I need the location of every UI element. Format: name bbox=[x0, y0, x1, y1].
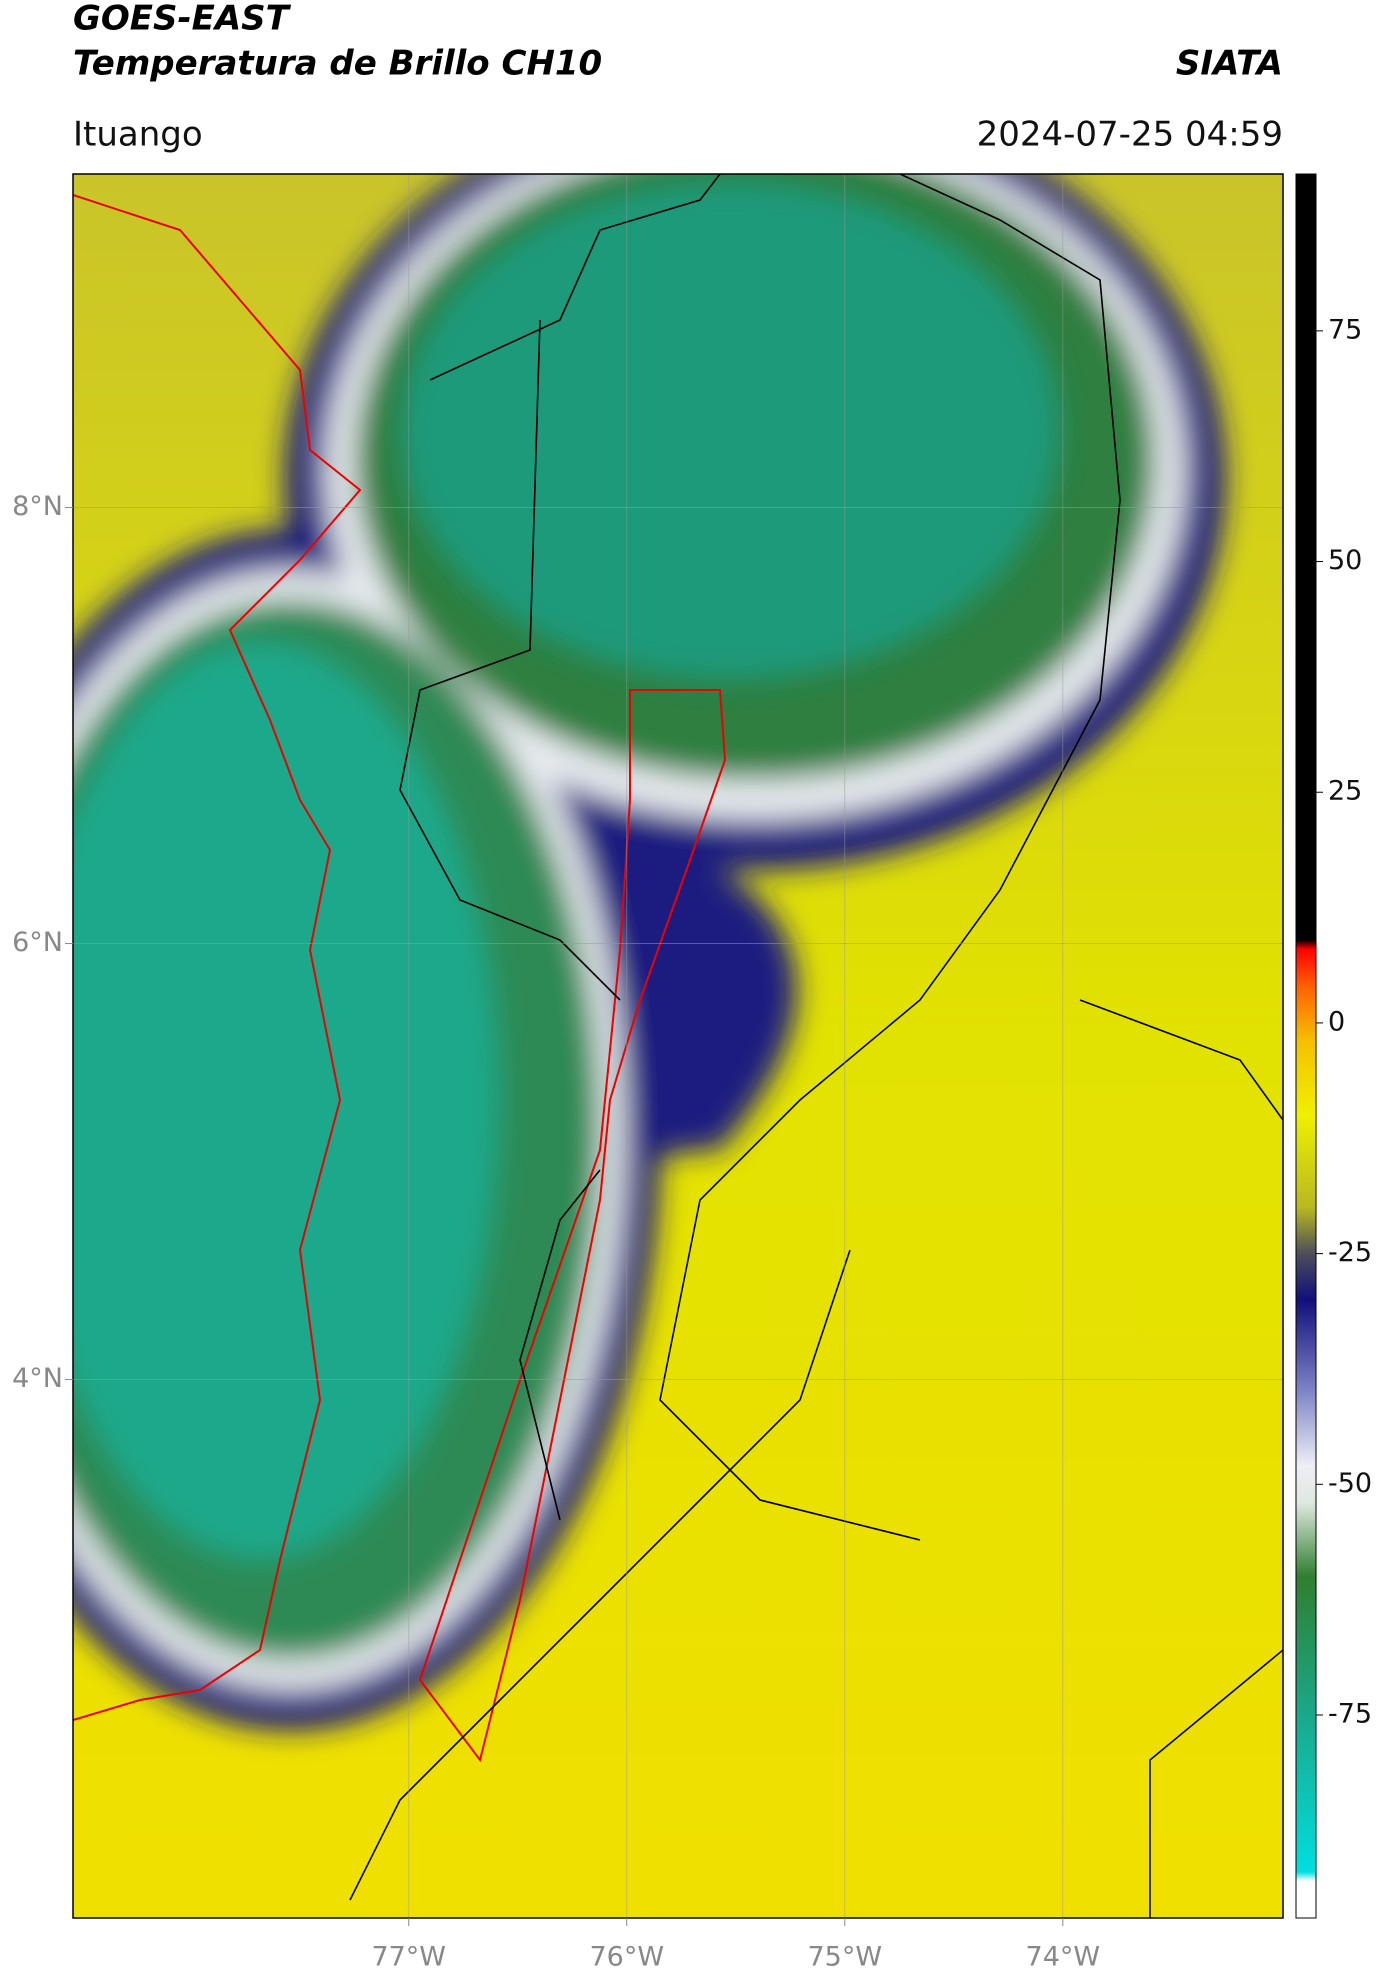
y-tick-label: 8°N bbox=[12, 491, 63, 522]
x-tick-label: 75°W bbox=[808, 1942, 883, 1973]
colorbar-tick-label: -50 bbox=[1328, 1468, 1372, 1499]
y-tick-label: 4°N bbox=[12, 1363, 63, 1394]
colorbar-tick-label: 75 bbox=[1328, 314, 1362, 345]
map-image bbox=[73, 174, 1283, 1918]
colorbar bbox=[1295, 173, 1317, 1919]
x-tick-label: 77°W bbox=[371, 1942, 446, 1973]
y-tick-label: 6°N bbox=[12, 927, 63, 958]
location: Ituango bbox=[73, 115, 203, 155]
x-tick-label: 74°W bbox=[1026, 1942, 1101, 1973]
colorbar-tick-label: -75 bbox=[1328, 1698, 1372, 1729]
graticule bbox=[73, 174, 1283, 1918]
colorbar-tick-label: -25 bbox=[1328, 1237, 1372, 1268]
timestamp: 2024-07-25 04:59 bbox=[977, 115, 1283, 155]
brand: SIATA bbox=[1176, 44, 1283, 84]
colorbar-tick-label: 25 bbox=[1328, 776, 1362, 807]
title: GOES-EAST bbox=[73, 0, 292, 39]
x-tick-label: 76°W bbox=[589, 1942, 664, 1973]
subtitle: Temperatura de Brillo CH10 bbox=[73, 44, 602, 84]
map-frame bbox=[72, 173, 1284, 1919]
colorbar-tick-label: 50 bbox=[1328, 545, 1362, 576]
colorbar-tick-label: 0 bbox=[1328, 1006, 1345, 1037]
